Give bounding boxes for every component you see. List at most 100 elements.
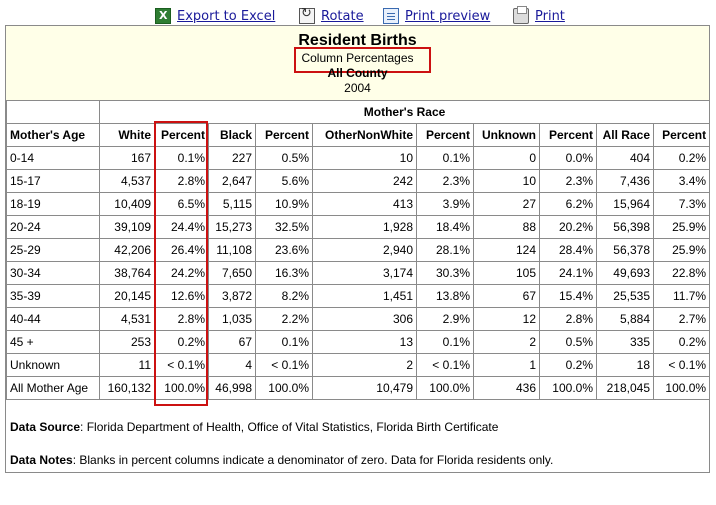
table-cell: 160,132 (99, 376, 155, 400)
table-cell: 10 (473, 169, 540, 193)
table-cell: 1,035 (208, 307, 256, 331)
table-cell: 100.0% (255, 376, 313, 400)
export-excel-link[interactable]: Export to Excel (177, 8, 276, 24)
table-cell: 2.2% (255, 307, 313, 331)
rotate-icon[interactable] (299, 6, 315, 24)
table-cell: 5.6% (255, 169, 313, 193)
data-source-label: Data Source (10, 420, 81, 434)
table-cell: 24.4% (154, 215, 209, 239)
table-cell: 15,273 (208, 215, 256, 239)
table-cell: 100.0% (652, 376, 711, 400)
data-notes-label: Data Notes (10, 453, 73, 467)
table-cell: 3,174 (312, 261, 417, 285)
row-label-cell: Unknown (6, 353, 100, 377)
rotate-button[interactable]: Rotate (299, 6, 364, 25)
table-cell: 15.4% (539, 284, 597, 308)
table-cell: 13.8% (416, 284, 474, 308)
table-cell: 23.6% (255, 238, 313, 262)
row-label-cell: All Mother Age (6, 376, 100, 400)
excel-icon[interactable] (155, 8, 171, 24)
table-cell: 20.2% (539, 215, 597, 239)
table-cell: 1 (473, 353, 540, 377)
table-cell: 5,884 (596, 307, 654, 331)
column-header: Unknown (473, 123, 540, 147)
table-cell: 2.3% (416, 169, 474, 193)
table-cell: 3.9% (416, 192, 474, 216)
table-cell: 28.4% (539, 238, 597, 262)
table-cell: 10,409 (99, 192, 155, 216)
report-year: 2004 (344, 81, 371, 95)
column-header: Percent (255, 123, 313, 147)
row-label-cell: 30-34 (6, 261, 100, 285)
table-cell: 7,650 (208, 261, 256, 285)
row-label-cell: 18-19 (6, 192, 100, 216)
row-label-cell: 40-44 (6, 307, 100, 331)
print-preview-icon[interactable] (383, 8, 399, 24)
table-cell: 11,108 (208, 238, 256, 262)
print-preview-link[interactable]: Print preview (405, 8, 491, 24)
table-cell: 0.2% (652, 146, 711, 170)
table-cell: 167 (99, 146, 155, 170)
table-cell: 67 (208, 330, 256, 354)
table-cell: 10.9% (255, 192, 313, 216)
column-header-row: Mother's Age White Percent Black Percent Othe… (6, 123, 711, 147)
table-cell: 2 (473, 330, 540, 354)
table-cell: < 0.1% (416, 353, 474, 377)
table-cell: 335 (596, 330, 654, 354)
table-cell: 0.1% (255, 330, 313, 354)
table-cell: 3,872 (208, 284, 256, 308)
table-cell: 20,145 (99, 284, 155, 308)
rotate-link[interactable]: Rotate (321, 8, 364, 24)
table-cell: 27 (473, 192, 540, 216)
table-cell: 2.8% (539, 307, 597, 331)
column-header: OtherNonWhite (312, 123, 417, 147)
table-row: 45 +253 0.2% 67 0.1% 13 0.1% 2 0.5% 335 0.2% (6, 330, 711, 354)
row-label-cell: 0-14 (6, 146, 100, 170)
table-cell: 25,535 (596, 284, 654, 308)
table-cell: 25.9% (652, 215, 711, 239)
table-body: 0-14 167 0.1% 227 0.5% 10 0.1% 0 0.0% 404 0.2% 15-1… (6, 146, 711, 400)
table-cell: 2.7% (652, 307, 711, 331)
print-button[interactable]: Print (513, 6, 565, 25)
print-preview-button[interactable]: Print preview (383, 7, 490, 25)
table-cell: 18 (596, 353, 654, 377)
table-cell: 10,479 (312, 376, 417, 400)
table-cell: 56,378 (596, 238, 654, 262)
column-header-mothers-age: Mother's Age (6, 123, 100, 147)
table-cell: 18.4% (416, 215, 474, 239)
table-cell: 2,940 (312, 238, 417, 262)
table-cell: 39,109 (99, 215, 155, 239)
table-cell: 0.0% (539, 146, 597, 170)
table-cell: 227 (208, 146, 256, 170)
table-cell: 13 (312, 330, 417, 354)
table-cell: 242 (312, 169, 417, 193)
table-cell: 306 (312, 307, 417, 331)
table-cell: 218,045 (596, 376, 654, 400)
printer-icon[interactable] (513, 6, 529, 24)
table-cell: 26.4% (154, 238, 209, 262)
table-cell: 67 (473, 284, 540, 308)
row-label-cell: 25-29 (6, 238, 100, 262)
export-excel-button[interactable]: Export to Excel (155, 7, 275, 25)
column-header: White (99, 123, 155, 147)
table-row: 30-34 38,764 24.2% 7,650 16.3% 3,174 30.3% 105 2… (6, 261, 711, 285)
table-cell: 2,647 (208, 169, 256, 193)
table-cell: 0.5% (539, 330, 597, 354)
table-cell: 28.1% (416, 238, 474, 262)
table-cell: 30.3% (416, 261, 474, 285)
table-cell: < 0.1% (255, 353, 313, 377)
table-row: 15-17 4,537 2.8% 2,647 5.6% 242 2.3% 10 2.3% 7,43… (6, 169, 711, 193)
births-table: Mother's Race Mother's Age White Percent Bl… (6, 100, 711, 400)
table-row: 0-14 167 0.1% 227 0.5% 10 0.1% 0 0.0% 404 0.2% (6, 146, 711, 170)
print-link[interactable]: Print (535, 8, 565, 24)
mothers-race-header: Mother's Race (98, 100, 711, 124)
table-cell: 11 (99, 353, 155, 377)
table-cell: 12 (473, 307, 540, 331)
table-cell: 413 (312, 192, 417, 216)
table-cell: 2.3% (539, 169, 597, 193)
table-cell: < 0.1% (154, 353, 209, 377)
table-cell: 5,115 (208, 192, 256, 216)
column-header: Percent (539, 123, 597, 147)
column-header: All Race (596, 123, 654, 147)
row-label-cell: 20-24 (6, 215, 100, 239)
